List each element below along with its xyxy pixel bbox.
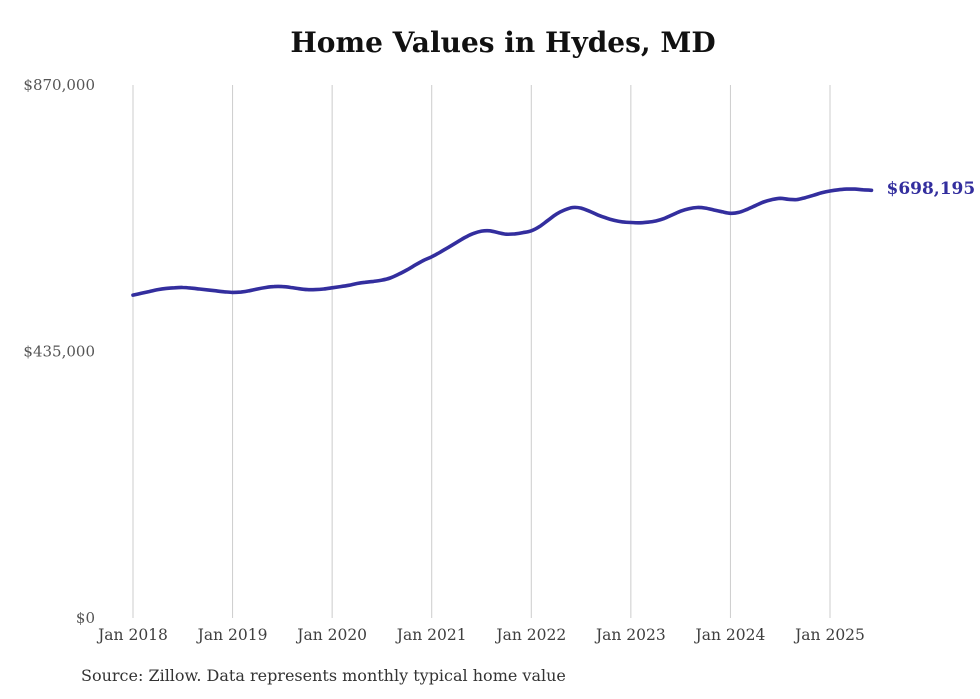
x-axis-labels-group: Jan 2018 Jan 2019 Jan 2020 Jan 2021 Jan 2022…: [96, 626, 865, 644]
y-tick-label: $0: [76, 609, 95, 627]
home-value-line: [131, 187, 874, 297]
latest-value-label: $698,195: [886, 179, 976, 200]
y-tick-label: $435,000: [23, 343, 95, 361]
x-tick-label: Jan 2022: [494, 626, 566, 644]
y-axis-labels-group: $0 $435,000 $870,000: [23, 76, 95, 627]
x-tick-label: Jan 2020: [295, 626, 367, 644]
x-tick-label: Jan 2025: [793, 626, 865, 644]
x-tick-label: Jan 2019: [196, 626, 268, 644]
y-tick-label: $870,000: [23, 76, 95, 94]
x-tick-label: Jan 2024: [694, 626, 766, 644]
gridlines-group: [132, 85, 831, 618]
x-tick-label: Jan 2023: [594, 626, 666, 644]
source-note: Source: Zillow. Data represents monthly …: [81, 666, 566, 685]
chart-title: Home Values in Hydes, MD: [290, 26, 716, 59]
x-tick-label: Jan 2021: [395, 626, 467, 644]
x-tick-label: Jan 2018: [96, 626, 168, 644]
